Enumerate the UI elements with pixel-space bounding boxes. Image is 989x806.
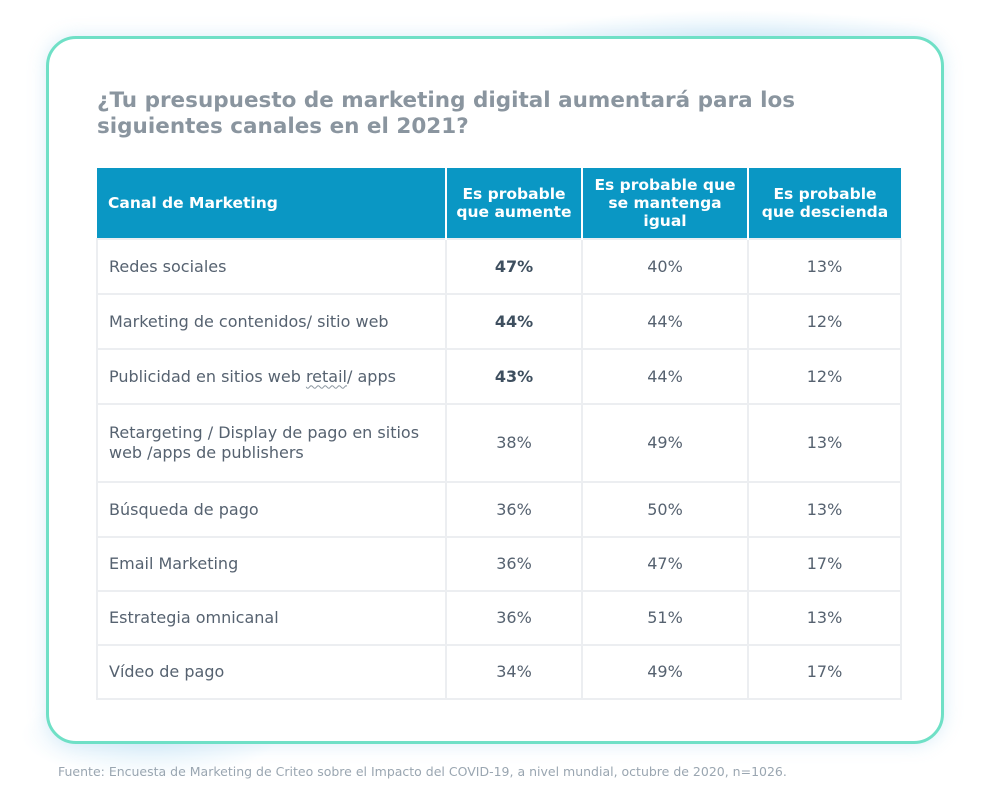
value-descienda: 13%	[747, 403, 902, 483]
table-row: Marketing de contenidos/ sitio web 44% 4…	[96, 293, 902, 350]
value-aumente: 47%	[445, 238, 583, 295]
channel-label: Publicidad en sitios web retail/ apps	[96, 348, 447, 405]
value-igual: 49%	[581, 644, 749, 700]
chart-title: ¿Tu presupuesto de marketing digital aum…	[97, 88, 796, 139]
value-descienda: 17%	[747, 536, 902, 592]
value-igual: 44%	[581, 348, 749, 405]
value-aumente: 36%	[445, 536, 583, 592]
source-footnote: Fuente: Encuesta de Marketing de Criteo …	[58, 764, 787, 779]
value-aumente: 38%	[445, 403, 583, 483]
table-row: Vídeo de pago 34% 49% 17%	[96, 644, 902, 700]
value-aumente: 43%	[445, 348, 583, 405]
value-descienda: 13%	[747, 590, 902, 646]
value-igual: 49%	[581, 403, 749, 483]
value-aumente: 36%	[445, 590, 583, 646]
channel-label-text: Publicidad en sitios web retail/ apps	[109, 366, 396, 386]
channel-label: Email Marketing	[96, 536, 447, 592]
channel-label: Búsqueda de pago	[96, 481, 447, 538]
value-igual: 40%	[581, 238, 749, 295]
value-descienda: 13%	[747, 481, 902, 538]
table-row: Email Marketing 36% 47% 17%	[96, 536, 902, 592]
table-row: Estrategia omnicanal 36% 51% 13%	[96, 590, 902, 646]
channel-label: Redes sociales	[96, 238, 447, 295]
column-header-canal: Canal de Marketing	[97, 168, 447, 239]
channel-label: Marketing de contenidos/ sitio web	[96, 293, 447, 350]
value-igual: 51%	[581, 590, 749, 646]
channel-label: Retargeting / Display de pago en sitios …	[96, 403, 447, 483]
value-aumente: 36%	[445, 481, 583, 538]
value-descienda: 12%	[747, 348, 902, 405]
value-aumente: 44%	[445, 293, 583, 350]
table-row: Redes sociales 47% 40% 13%	[96, 238, 902, 295]
table-row: Publicidad en sitios web retail/ apps 43…	[96, 348, 902, 405]
marketing-budget-table: Canal de Marketing Es probable que aumen…	[96, 168, 902, 700]
value-descienda: 13%	[747, 238, 902, 295]
table-row: Retargeting / Display de pago en sitios …	[96, 403, 902, 483]
column-header-aumente: Es probable que aumente	[446, 168, 583, 239]
value-descienda: 17%	[747, 644, 902, 700]
value-igual: 47%	[581, 536, 749, 592]
value-aumente: 34%	[445, 644, 583, 700]
table-row: Búsqueda de pago 36% 50% 13%	[96, 481, 902, 538]
column-header-descienda: Es probable que descienda	[748, 168, 901, 239]
channel-label: Estrategia omnicanal	[96, 590, 447, 646]
value-igual: 50%	[581, 481, 749, 538]
value-igual: 44%	[581, 293, 749, 350]
channel-label: Vídeo de pago	[96, 644, 447, 700]
value-descienda: 12%	[747, 293, 902, 350]
spellcheck-word: retail	[305, 366, 347, 386]
column-header-igual: Es probable que se mantenga igual	[582, 168, 749, 239]
table-header-row: Canal de Marketing Es probable que aumen…	[97, 168, 901, 239]
